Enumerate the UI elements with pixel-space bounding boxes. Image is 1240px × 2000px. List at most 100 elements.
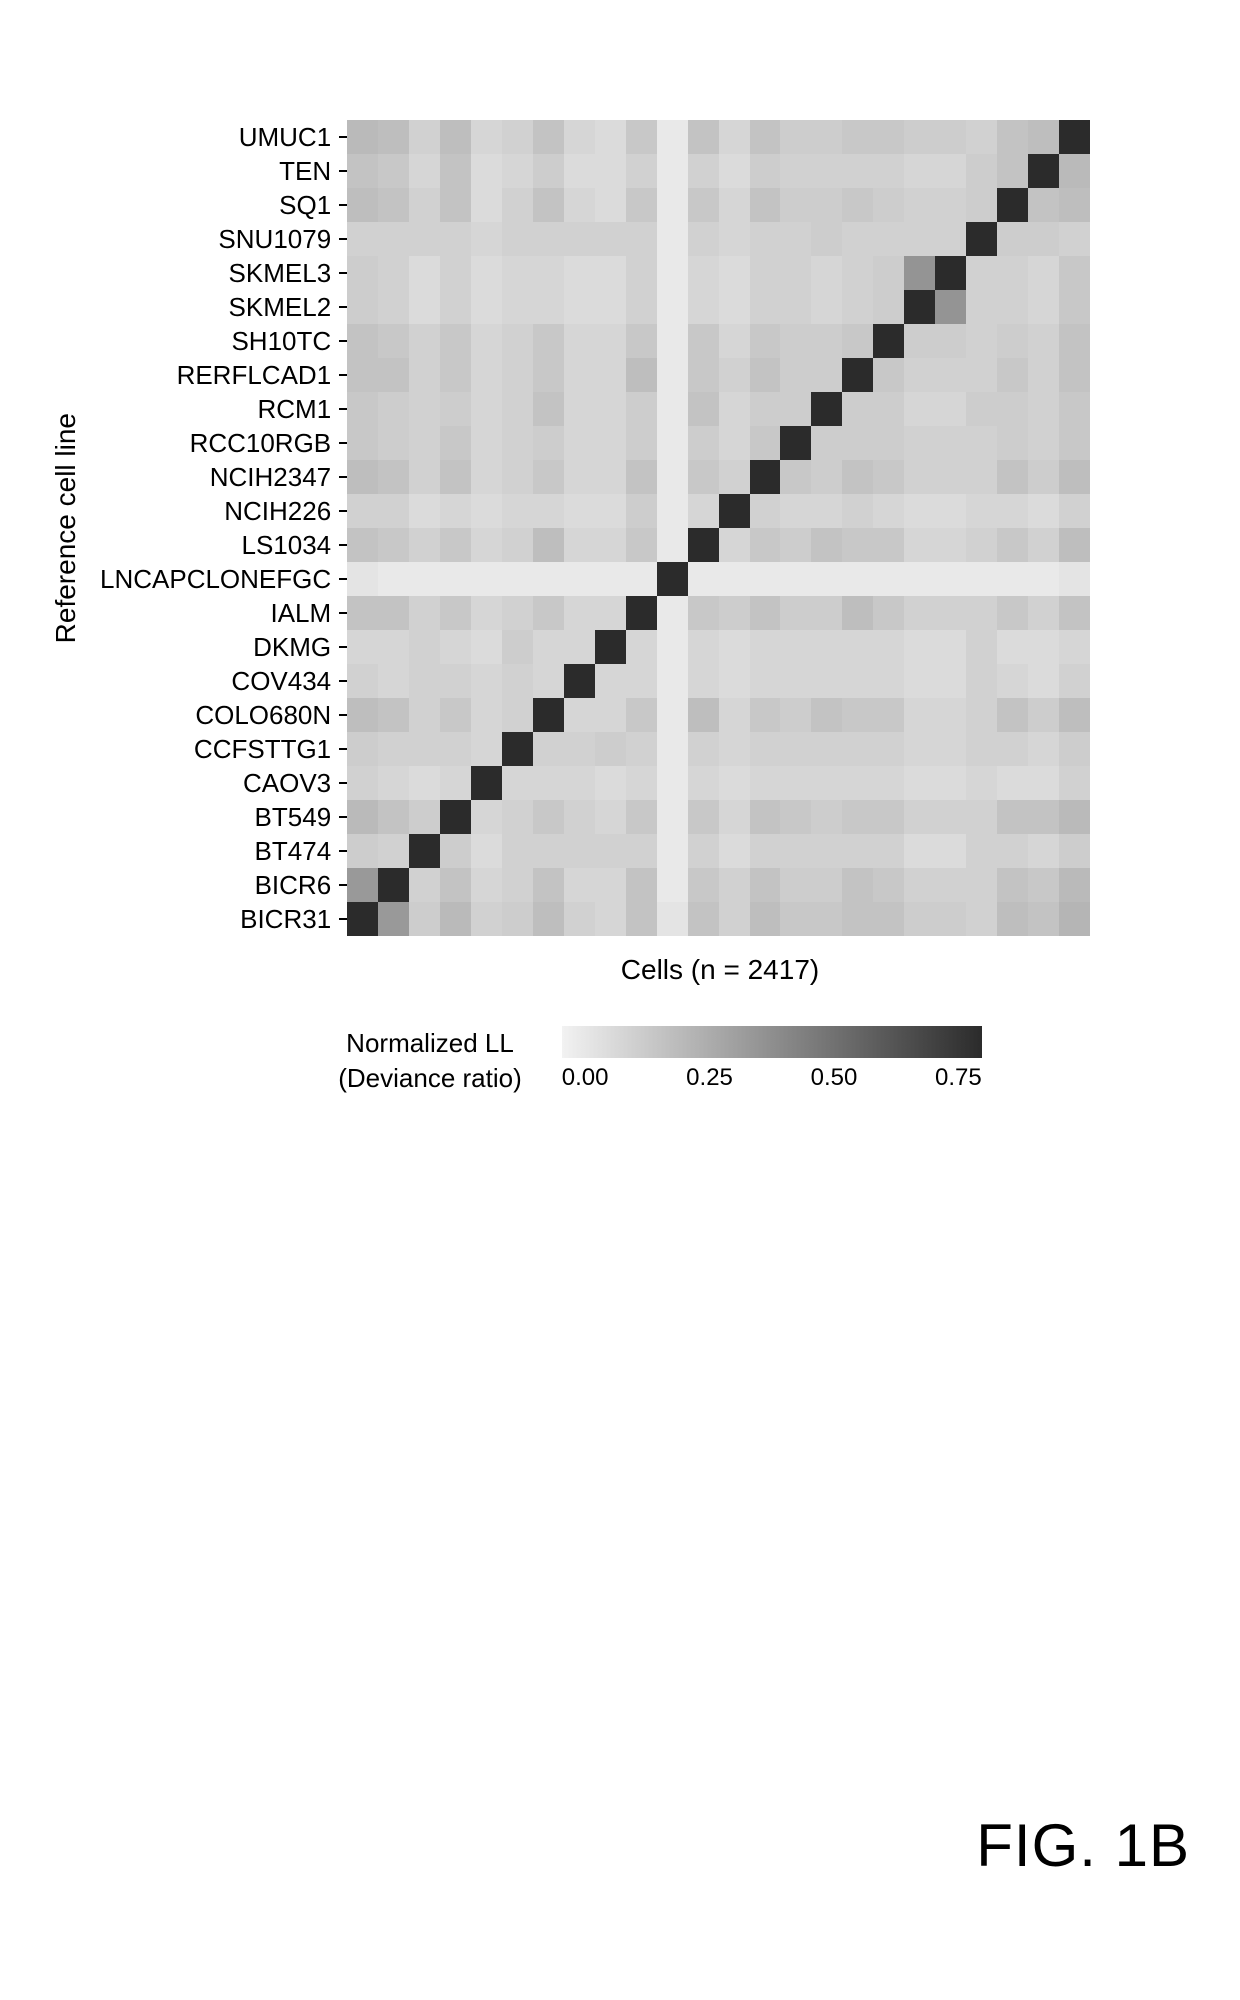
heatmap-cell	[750, 698, 781, 732]
heatmap-cell	[657, 324, 688, 358]
heatmap-cell	[657, 188, 688, 222]
y-tick-label: RCM1	[100, 392, 331, 426]
heatmap-cell	[688, 630, 719, 664]
heatmap-cell	[347, 460, 378, 494]
heatmap-cell	[409, 494, 440, 528]
heatmap-cell	[347, 188, 378, 222]
heatmap-cell	[842, 392, 873, 426]
heatmap-cell	[564, 698, 595, 732]
heatmap-cell	[533, 120, 564, 154]
y-tick-label: LS1034	[100, 528, 331, 562]
heatmap-cell	[564, 834, 595, 868]
heatmap-cell	[657, 562, 688, 596]
heatmap-cell	[564, 630, 595, 664]
heatmap-cell	[811, 120, 842, 154]
heatmap-cell	[780, 120, 811, 154]
heatmap-cell	[688, 120, 719, 154]
heatmap-cell	[780, 460, 811, 494]
heatmap-cell	[409, 562, 440, 596]
heatmap-cell	[997, 120, 1028, 154]
heatmap-cell	[502, 188, 533, 222]
heatmap-cell	[471, 256, 502, 290]
heatmap-cell	[502, 596, 533, 630]
heatmap-cell	[502, 120, 533, 154]
heatmap-cell	[626, 290, 657, 324]
heatmap-cell	[750, 460, 781, 494]
heatmap-cell	[502, 460, 533, 494]
heatmap-cell	[935, 834, 966, 868]
heatmap-cell	[347, 426, 378, 460]
heatmap-cell	[780, 324, 811, 358]
heatmap-cell	[904, 834, 935, 868]
heatmap-cell	[750, 732, 781, 766]
heatmap-cell	[1028, 800, 1059, 834]
heatmap-cell	[378, 426, 409, 460]
heatmap-cell	[657, 698, 688, 732]
heatmap-cell	[1028, 120, 1059, 154]
heatmap-cell	[966, 834, 997, 868]
heatmap-cell	[719, 120, 750, 154]
y-tick-label: SKMEL2	[100, 290, 331, 324]
legend-tick-1: 0.25	[686, 1064, 733, 1092]
heatmap-cell	[750, 766, 781, 800]
heatmap-cell	[440, 800, 471, 834]
heatmap-cell	[502, 732, 533, 766]
heatmap-cell	[873, 460, 904, 494]
heatmap-cell	[1028, 222, 1059, 256]
heatmap-cell	[626, 766, 657, 800]
heatmap-cell	[471, 732, 502, 766]
heatmap-cell	[997, 664, 1028, 698]
heatmap-cell	[842, 120, 873, 154]
heatmap-cell	[626, 902, 657, 936]
heatmap-cell	[1028, 834, 1059, 868]
heatmap-cell	[440, 256, 471, 290]
y-tick	[339, 222, 347, 256]
y-tick	[339, 358, 347, 392]
heatmap-cell	[811, 290, 842, 324]
heatmap-cell	[378, 596, 409, 630]
heatmap-cell	[904, 868, 935, 902]
heatmap-cell	[1028, 358, 1059, 392]
heatmap-cell	[409, 800, 440, 834]
heatmap-cell	[409, 834, 440, 868]
heatmap-cell	[873, 766, 904, 800]
heatmap-cell	[471, 868, 502, 902]
heatmap-cell	[564, 902, 595, 936]
heatmap-cell	[378, 392, 409, 426]
heatmap-cell	[626, 256, 657, 290]
heatmap-cell	[688, 732, 719, 766]
heatmap-cell	[347, 222, 378, 256]
heatmap-cell	[997, 222, 1028, 256]
heatmap-cell	[997, 460, 1028, 494]
heatmap-cell	[1028, 868, 1059, 902]
heatmap-cell	[688, 460, 719, 494]
heatmap-cell	[1059, 290, 1090, 324]
heatmap-cell	[409, 324, 440, 358]
legend-tick-2: 0.50	[811, 1064, 858, 1092]
heatmap-cell	[842, 630, 873, 664]
heatmap-cell	[626, 154, 657, 188]
heatmap-cell	[780, 528, 811, 562]
heatmap-cell	[502, 290, 533, 324]
heatmap-cell	[1059, 358, 1090, 392]
heatmap-cell	[811, 664, 842, 698]
y-axis-title: Reference cell line	[50, 413, 82, 643]
heatmap-cell	[997, 528, 1028, 562]
heatmap-cell	[719, 596, 750, 630]
heatmap-cell	[626, 120, 657, 154]
heatmap-cell	[502, 256, 533, 290]
y-tick	[339, 562, 347, 596]
heatmap-cell	[409, 630, 440, 664]
heatmap-cell	[873, 290, 904, 324]
heatmap-cell	[873, 902, 904, 936]
heatmap-cell	[966, 222, 997, 256]
heatmap-cell	[688, 834, 719, 868]
heatmap-cell	[378, 494, 409, 528]
heatmap-cell	[471, 324, 502, 358]
heatmap-cell	[347, 766, 378, 800]
heatmap-cell	[1028, 596, 1059, 630]
heatmap-cell	[780, 664, 811, 698]
heatmap-cell	[873, 664, 904, 698]
heatmap-cell	[997, 494, 1028, 528]
heatmap-cell	[533, 834, 564, 868]
